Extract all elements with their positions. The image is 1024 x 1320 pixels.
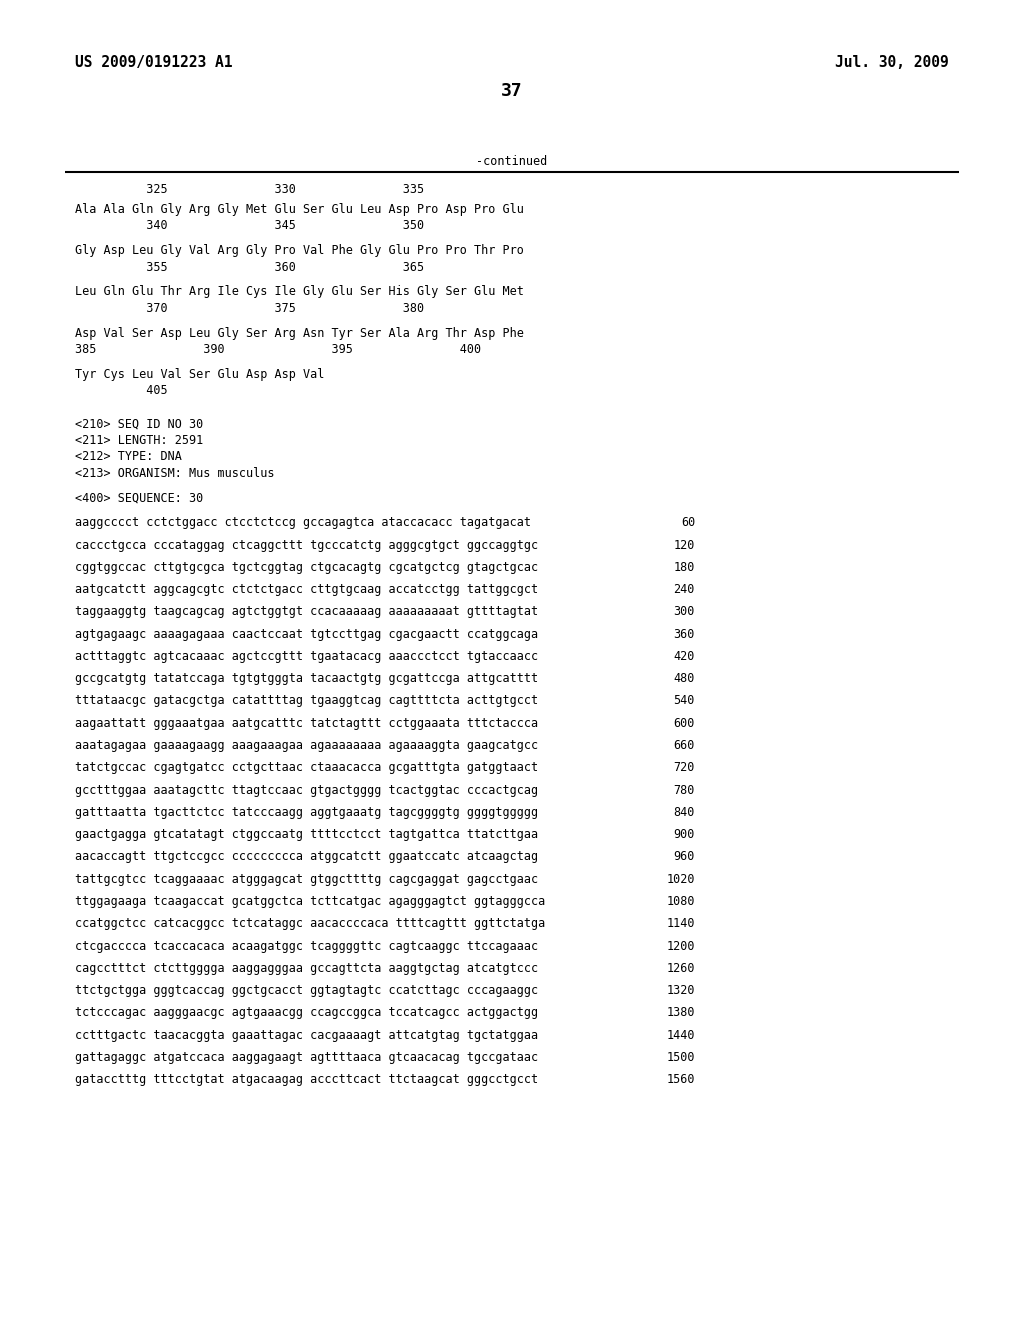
Text: cggtggccac cttgtgcgca tgctcggtag ctgcacagtg cgcatgctcg gtagctgcac: cggtggccac cttgtgcgca tgctcggtag ctgcaca… [75,561,539,574]
Text: 600: 600 [674,717,695,730]
Text: 480: 480 [674,672,695,685]
Text: US 2009/0191223 A1: US 2009/0191223 A1 [75,55,232,70]
Text: 840: 840 [674,807,695,818]
Text: 180: 180 [674,561,695,574]
Text: 240: 240 [674,583,695,597]
Text: 37: 37 [501,82,523,100]
Text: 385               390               395               400: 385 390 395 400 [75,343,481,356]
Text: caccctgcca cccataggag ctcaggcttt tgcccatctg agggcgtgct ggccaggtgc: caccctgcca cccataggag ctcaggcttt tgcccat… [75,539,539,552]
Text: 1140: 1140 [667,917,695,931]
Text: gccgcatgtg tatatccaga tgtgtgggta tacaactgtg gcgattccga attgcatttt: gccgcatgtg tatatccaga tgtgtgggta tacaact… [75,672,539,685]
Text: tatctgccac cgagtgatcc cctgcttaac ctaaacacca gcgatttgta gatggtaact: tatctgccac cgagtgatcc cctgcttaac ctaaaca… [75,762,539,775]
Text: <211> LENGTH: 2591: <211> LENGTH: 2591 [75,434,203,446]
Text: aagaattatt gggaaatgaa aatgcatttc tatctagttt cctggaaata tttctaccca: aagaattatt gggaaatgaa aatgcatttc tatctag… [75,717,539,730]
Text: 60: 60 [681,516,695,529]
Text: 540: 540 [674,694,695,708]
Text: ccatggctcc catcacggcc tctcataggc aacaccccaca ttttcagttt ggttctatga: ccatggctcc catcacggcc tctcataggc aacaccc… [75,917,545,931]
Text: aaatagagaa gaaaagaagg aaagaaagaa agaaaaaaaa agaaaaggta gaagcatgcc: aaatagagaa gaaaagaagg aaagaaagaa agaaaaa… [75,739,539,752]
Text: Leu Gln Glu Thr Arg Ile Cys Ile Gly Glu Ser His Gly Ser Glu Met: Leu Gln Glu Thr Arg Ile Cys Ile Gly Glu … [75,285,524,298]
Text: 660: 660 [674,739,695,752]
Text: 1200: 1200 [667,940,695,953]
Text: Tyr Cys Leu Val Ser Glu Asp Asp Val: Tyr Cys Leu Val Ser Glu Asp Asp Val [75,368,325,380]
Text: 340               345               350: 340 345 350 [75,219,424,232]
Text: 405: 405 [75,384,168,397]
Text: 360: 360 [674,628,695,640]
Text: 1260: 1260 [667,962,695,974]
Text: <212> TYPE: DNA: <212> TYPE: DNA [75,450,182,463]
Text: Gly Asp Leu Gly Val Arg Gly Pro Val Phe Gly Glu Pro Pro Thr Pro: Gly Asp Leu Gly Val Arg Gly Pro Val Phe … [75,244,524,257]
Text: 1560: 1560 [667,1073,695,1086]
Text: 420: 420 [674,649,695,663]
Text: Ala Ala Gln Gly Arg Gly Met Glu Ser Glu Leu Asp Pro Asp Pro Glu: Ala Ala Gln Gly Arg Gly Met Glu Ser Glu … [75,203,524,215]
Text: 1020: 1020 [667,873,695,886]
Text: 1380: 1380 [667,1006,695,1019]
Text: 325               330               335: 325 330 335 [75,183,424,195]
Text: 1500: 1500 [667,1051,695,1064]
Text: -continued: -continued [476,154,548,168]
Text: <210> SEQ ID NO 30: <210> SEQ ID NO 30 [75,417,203,430]
Text: aatgcatctt aggcagcgtc ctctctgacc cttgtgcaag accatcctgg tattggcgct: aatgcatctt aggcagcgtc ctctctgacc cttgtgc… [75,583,539,597]
Text: 900: 900 [674,828,695,841]
Text: cagcctttct ctcttgggga aaggagggaa gccagttcta aaggtgctag atcatgtccc: cagcctttct ctcttgggga aaggagggaa gccagtt… [75,962,539,974]
Text: 370               375               380: 370 375 380 [75,302,424,314]
Text: tttataacgc gatacgctga catattttag tgaaggtcag cagttttcta acttgtgcct: tttataacgc gatacgctga catattttag tgaaggt… [75,694,539,708]
Text: 960: 960 [674,850,695,863]
Text: gattagaggc atgatccaca aaggagaagt agttttaaca gtcaacacag tgccgataac: gattagaggc atgatccaca aaggagaagt agtttta… [75,1051,539,1064]
Text: gatacctttg tttcctgtat atgacaagag acccttcact ttctaagcat gggcctgcct: gatacctttg tttcctgtat atgacaagag acccttc… [75,1073,539,1086]
Text: gaactgagga gtcatatagt ctggccaatg ttttcctcct tagtgattca ttatcttgaa: gaactgagga gtcatatagt ctggccaatg ttttcct… [75,828,539,841]
Text: 300: 300 [674,606,695,618]
Text: taggaaggtg taagcagcag agtctggtgt ccacaaaaag aaaaaaaaat gttttagtat: taggaaggtg taagcagcag agtctggtgt ccacaaa… [75,606,539,618]
Text: gatttaatta tgacttctcc tatcccaagg aggtgaaatg tagcggggtg ggggtggggg: gatttaatta tgacttctcc tatcccaagg aggtgaa… [75,807,539,818]
Text: ttctgctgga gggtcaccag ggctgcacct ggtagtagtc ccatcttagc cccagaaggc: ttctgctgga gggtcaccag ggctgcacct ggtagta… [75,985,539,997]
Text: agtgagaagc aaaagagaaa caactccaat tgtccttgag cgacgaactt ccatggcaga: agtgagaagc aaaagagaaa caactccaat tgtcctt… [75,628,539,640]
Text: ctcgacccca tcaccacaca acaagatggc tcaggggttc cagtcaaggc ttccagaaac: ctcgacccca tcaccacaca acaagatggc tcagggg… [75,940,539,953]
Text: cctttgactc taacacggta gaaattagac cacgaaaagt attcatgtag tgctatggaa: cctttgactc taacacggta gaaattagac cacgaaa… [75,1028,539,1041]
Text: 780: 780 [674,784,695,796]
Text: Asp Val Ser Asp Leu Gly Ser Arg Asn Tyr Ser Ala Arg Thr Asp Phe: Asp Val Ser Asp Leu Gly Ser Arg Asn Tyr … [75,326,524,339]
Text: ttggagaaga tcaagaccat gcatggctca tcttcatgac agagggagtct ggtagggcca: ttggagaaga tcaagaccat gcatggctca tcttcat… [75,895,545,908]
Text: aacaccagtt ttgctccgcc ccccccccca atggcatctt ggaatccatc atcaagctag: aacaccagtt ttgctccgcc ccccccccca atggcat… [75,850,539,863]
Text: 355               360               365: 355 360 365 [75,260,424,273]
Text: gcctttggaa aaatagcttc ttagtccaac gtgactgggg tcactggtac cccactgcag: gcctttggaa aaatagcttc ttagtccaac gtgactg… [75,784,539,796]
Text: tctcccagac aagggaacgc agtgaaacgg ccagccggca tccatcagcc actggactgg: tctcccagac aagggaacgc agtgaaacgg ccagccg… [75,1006,539,1019]
Text: 1440: 1440 [667,1028,695,1041]
Text: 1080: 1080 [667,895,695,908]
Text: <400> SEQUENCE: 30: <400> SEQUENCE: 30 [75,491,203,504]
Text: tattgcgtcc tcaggaaaac atgggagcat gtggcttttg cagcgaggat gagcctgaac: tattgcgtcc tcaggaaaac atgggagcat gtggctt… [75,873,539,886]
Text: <213> ORGANISM: Mus musculus: <213> ORGANISM: Mus musculus [75,467,274,479]
Text: actttaggtc agtcacaaac agctccgttt tgaatacacg aaaccctcct tgtaccaacc: actttaggtc agtcacaaac agctccgttt tgaatac… [75,649,539,663]
Text: 120: 120 [674,539,695,552]
Text: 720: 720 [674,762,695,775]
Text: 1320: 1320 [667,985,695,997]
Text: Jul. 30, 2009: Jul. 30, 2009 [836,55,949,70]
Text: aaggcccct cctctggacc ctcctctccg gccagagtca ataccacacc tagatgacat: aaggcccct cctctggacc ctcctctccg gccagagt… [75,516,531,529]
